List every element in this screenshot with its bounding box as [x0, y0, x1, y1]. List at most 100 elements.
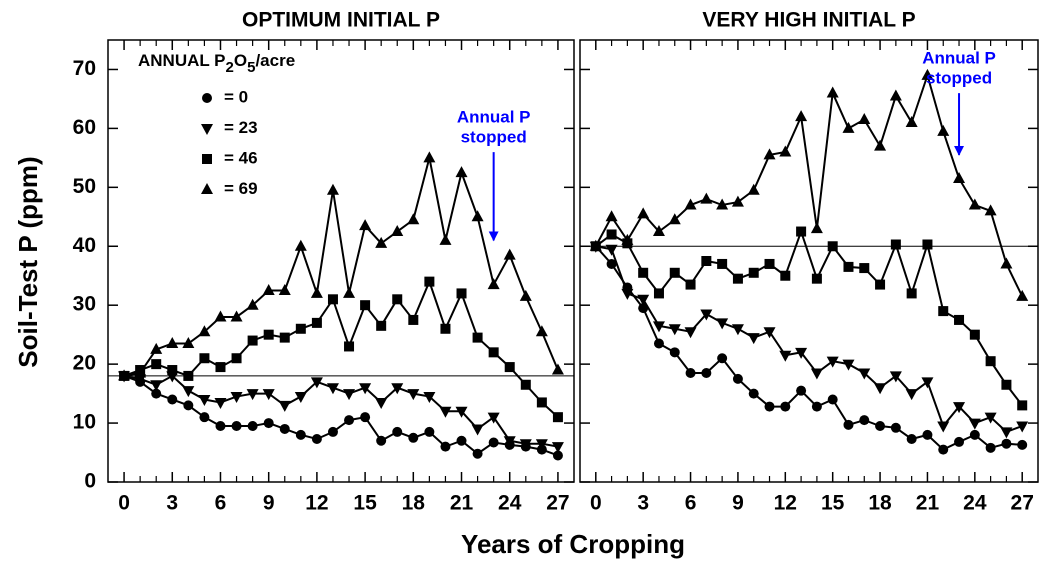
- marker: [327, 426, 338, 437]
- marker: [535, 439, 548, 451]
- marker: [669, 347, 680, 358]
- marker: [439, 406, 452, 418]
- marker: [810, 368, 823, 380]
- marker: [279, 423, 290, 434]
- marker: [118, 369, 131, 381]
- panel-title: VERY HIGH INITIAL P: [702, 9, 915, 32]
- marker: [376, 320, 387, 331]
- marker: [310, 286, 323, 298]
- marker: [214, 397, 227, 409]
- marker: [214, 310, 227, 322]
- series-line: [595, 245, 1023, 434]
- marker: [827, 394, 838, 405]
- legend-label: = 0: [224, 87, 248, 106]
- marker: [231, 353, 242, 364]
- marker: [875, 279, 886, 290]
- marker: [922, 239, 933, 250]
- x-tick-label: 24: [963, 492, 987, 515]
- marker: [246, 389, 259, 401]
- marker: [488, 437, 499, 448]
- x-tick-label: 3: [166, 492, 178, 515]
- plot-frame: [579, 39, 1039, 483]
- marker: [423, 392, 436, 404]
- marker: [748, 267, 759, 278]
- marker: [842, 121, 855, 133]
- annotation-text: stopped: [926, 69, 992, 88]
- x-tick-label: 9: [263, 492, 275, 515]
- marker: [294, 239, 307, 251]
- marker: [701, 256, 712, 266]
- marker: [472, 332, 483, 343]
- series-line: [594, 71, 1024, 297]
- marker: [392, 294, 403, 305]
- legend-marker: [202, 93, 212, 103]
- marker: [359, 383, 372, 395]
- marker: [779, 350, 792, 362]
- y-tick-label: 20: [73, 352, 96, 375]
- y-tick-label: 40: [73, 234, 96, 257]
- marker: [278, 283, 291, 295]
- marker: [969, 429, 980, 440]
- marker: [439, 233, 452, 245]
- marker: [359, 219, 372, 231]
- y-tick-label: 50: [73, 175, 96, 198]
- marker: [167, 365, 178, 376]
- marker: [826, 86, 839, 98]
- marker: [1000, 427, 1013, 439]
- marker: [685, 279, 696, 290]
- marker: [984, 412, 997, 424]
- marker: [826, 356, 839, 368]
- marker: [637, 294, 650, 306]
- marker: [360, 412, 371, 423]
- marker: [150, 380, 163, 392]
- x-tick-label: 18: [868, 492, 892, 515]
- legend-marker: [202, 154, 212, 164]
- marker: [921, 68, 934, 80]
- marker: [684, 327, 697, 339]
- x-tick-label: 6: [215, 492, 227, 515]
- marker: [471, 424, 484, 436]
- marker: [985, 442, 996, 453]
- series-line: [123, 278, 559, 418]
- marker: [343, 389, 356, 401]
- marker: [700, 192, 713, 204]
- marker: [638, 303, 649, 314]
- y-tick-label: 0: [84, 470, 96, 493]
- marker: [247, 421, 258, 432]
- x-tick-label: 27: [1011, 492, 1034, 515]
- marker: [151, 359, 162, 370]
- plot-frame: [107, 39, 575, 483]
- series-line: [595, 228, 1024, 406]
- marker: [701, 367, 712, 378]
- marker: [874, 383, 887, 395]
- marker: [606, 258, 617, 269]
- marker: [311, 317, 322, 328]
- marker: [717, 258, 728, 269]
- marker: [731, 195, 744, 207]
- marker: [440, 323, 451, 334]
- marker: [684, 198, 697, 210]
- marker: [968, 418, 981, 430]
- marker: [889, 89, 902, 101]
- x-tick-label: 18: [402, 492, 426, 515]
- marker: [246, 298, 259, 310]
- marker: [295, 429, 306, 440]
- marker: [921, 377, 934, 389]
- x-tick-label: 15: [821, 492, 845, 515]
- marker: [278, 400, 291, 412]
- marker: [471, 210, 484, 222]
- marker: [954, 314, 965, 325]
- marker: [1001, 438, 1012, 449]
- legend-label: = 23: [224, 118, 258, 137]
- legend-title-part: /acre: [255, 51, 295, 70]
- x-tick-label: 12: [774, 492, 797, 515]
- marker: [504, 362, 515, 373]
- marker: [843, 261, 854, 272]
- marker: [811, 273, 822, 284]
- marker: [875, 421, 886, 432]
- marker: [294, 392, 307, 404]
- marker: [859, 263, 870, 274]
- series-line: [123, 157, 559, 377]
- marker: [455, 166, 468, 178]
- marker: [440, 441, 451, 452]
